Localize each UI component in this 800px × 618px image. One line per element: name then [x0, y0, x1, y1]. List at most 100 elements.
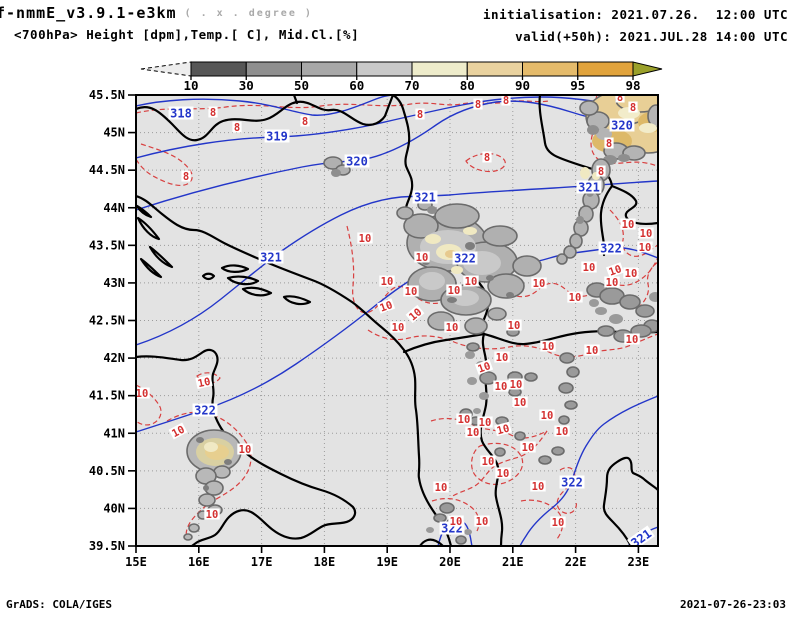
grid-layer [136, 95, 658, 546]
lat-tick-label: 45.5N [89, 88, 125, 102]
svg-text:8: 8 [475, 99, 481, 111]
colorbar-segment [190, 61, 247, 77]
temp-contour-label: 10 [195, 375, 213, 390]
lat-tick-label: 45N [103, 126, 125, 140]
lon-tick-label: 19E [376, 555, 398, 569]
lat-tick-label: 43.5N [89, 238, 125, 252]
colorbar-below-arrow [140, 61, 192, 77]
height-contour-label: 322 [598, 241, 624, 256]
height-contour-label: 318 [168, 106, 194, 121]
temp-contour-label: 10 [136, 387, 150, 400]
svg-text:10: 10 [542, 341, 555, 353]
svg-text:8: 8 [598, 166, 604, 178]
svg-text:10: 10 [206, 509, 219, 521]
colorbar-tick-label: 95 [570, 78, 585, 93]
svg-text:322: 322 [561, 476, 583, 490]
height-contour-label: 320 [609, 118, 635, 133]
temp-contour-label: 10 [403, 285, 419, 298]
temp-contour-label: 10 [237, 443, 253, 456]
colorbar-tick-label: 98 [625, 78, 640, 93]
lon-tick-label: 21E [502, 555, 524, 569]
svg-text:10: 10 [552, 517, 565, 529]
valid-time: valid(+50h): 2021.JUL.28 14:00 UTC [515, 29, 788, 44]
temp-contour-label: 10 [204, 508, 220, 521]
svg-text:322: 322 [194, 404, 216, 418]
temp-contour-label: 10 [506, 319, 522, 332]
temp-contour-label: 10 [512, 396, 528, 409]
lon-tick-label: 15E [125, 555, 147, 569]
temp-contour-label: 10 [530, 480, 546, 493]
lon-tick-label: 18E [314, 555, 336, 569]
lon-tick-label: 17E [251, 555, 273, 569]
svg-text:8: 8 [503, 95, 509, 107]
svg-text:10: 10 [450, 516, 463, 528]
colorbar-segment [301, 61, 358, 77]
height-contour-label: 319 [264, 129, 290, 144]
svg-text:10: 10 [448, 285, 461, 297]
svg-text:10: 10 [586, 345, 599, 357]
colorbar-segment [522, 61, 579, 77]
svg-text:319: 319 [266, 130, 288, 144]
temp-contour-label: 10 [638, 227, 654, 240]
temp-contour-label: 10 [390, 321, 406, 334]
svg-text:8: 8 [617, 92, 623, 104]
lat-tick-label: 42N [103, 351, 125, 365]
svg-text:10: 10 [497, 468, 510, 480]
temp-contour-label: 8 [208, 106, 218, 119]
temp-contour-label: 10 [637, 241, 653, 254]
colorbar-segment [411, 61, 468, 77]
svg-text:322: 322 [600, 242, 622, 256]
svg-text:10: 10 [532, 481, 545, 493]
lon-tick-label: 22E [565, 555, 587, 569]
temp-contour-label: 8 [615, 92, 625, 104]
temp-contour-label: 10 [550, 516, 566, 529]
colorbar-segment [356, 61, 413, 77]
svg-text:10: 10 [378, 299, 394, 315]
svg-text:10: 10 [136, 388, 149, 400]
temp-contour-label: 10 [623, 267, 639, 280]
svg-text:10: 10 [625, 268, 638, 280]
lat-tick-label: 40N [103, 501, 125, 515]
temp-contour-label: 10 [379, 275, 395, 288]
svg-text:320: 320 [346, 155, 368, 169]
colorbar-layer: 10 30 50 60 70 80 90 95 98 [140, 61, 663, 93]
temp-contour-label: 10 [414, 251, 430, 264]
temp-contour-label: 10 [567, 291, 583, 304]
svg-text:10: 10 [626, 334, 639, 346]
svg-text:10: 10 [476, 360, 492, 376]
temp-contour-label: 10 [433, 481, 449, 494]
svg-text:10: 10 [533, 278, 546, 290]
height-contour-label: 321 [412, 190, 438, 205]
svg-text:10: 10 [607, 263, 623, 279]
temp-contour-label: 10 [456, 413, 472, 426]
svg-text:10: 10 [381, 276, 394, 288]
colorbar-above-arrow [632, 61, 663, 77]
svg-text:10: 10 [476, 516, 489, 528]
temp-contour-label: 10 [477, 416, 493, 429]
temp-contour-label: 10 [540, 340, 556, 353]
colorbar-segment [466, 61, 523, 77]
svg-text:320: 320 [611, 119, 633, 133]
svg-text:10: 10 [467, 427, 480, 439]
svg-text:8: 8 [630, 102, 636, 114]
svg-text:10: 10 [458, 414, 471, 426]
lat-tick-label: 44N [103, 201, 125, 215]
field-title: <700hPa> Height [dpm],Temp.[ C], Mid.Cl.… [14, 27, 360, 42]
svg-text:10: 10 [583, 262, 596, 274]
svg-text:318: 318 [170, 107, 192, 121]
temp-contour-label: 8 [415, 108, 425, 121]
temp-contour-label: 8 [501, 95, 511, 107]
temp-contour-label: 8 [300, 115, 310, 128]
height-contour-label: 322 [452, 251, 478, 266]
temp-contour-label: 8 [604, 137, 614, 150]
svg-text:10: 10 [541, 410, 554, 422]
colorbar-segment [245, 61, 302, 77]
temp-contour-label: 8 [628, 101, 638, 114]
temp-contour-label: 10 [480, 455, 496, 468]
lat-tick-label: 43N [103, 276, 125, 290]
svg-text:8: 8 [183, 171, 189, 183]
temp-contour-label: 8 [596, 165, 606, 178]
svg-text:321: 321 [260, 251, 282, 265]
